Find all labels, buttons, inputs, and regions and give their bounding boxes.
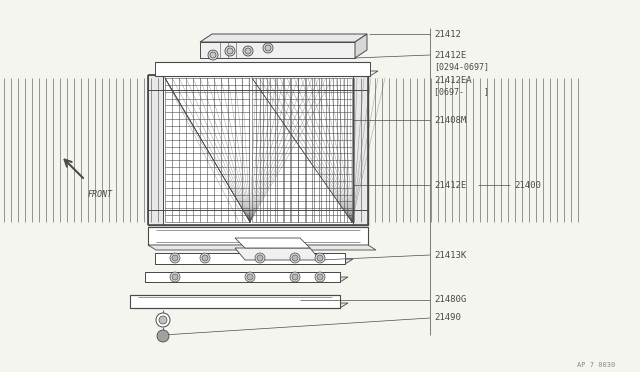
Circle shape <box>317 274 323 280</box>
Circle shape <box>202 255 208 261</box>
Polygon shape <box>130 303 348 308</box>
Polygon shape <box>355 34 367 58</box>
Circle shape <box>225 46 235 56</box>
Circle shape <box>159 316 167 324</box>
Circle shape <box>170 272 180 282</box>
Text: 21412EA: 21412EA <box>434 76 472 84</box>
Polygon shape <box>353 75 368 225</box>
Circle shape <box>317 255 323 261</box>
Circle shape <box>210 52 216 58</box>
Polygon shape <box>145 277 348 282</box>
Circle shape <box>265 45 271 51</box>
Polygon shape <box>148 75 368 225</box>
Polygon shape <box>155 62 370 76</box>
Circle shape <box>247 274 253 280</box>
Polygon shape <box>148 227 368 245</box>
Text: 21490: 21490 <box>434 314 461 323</box>
Circle shape <box>245 272 255 282</box>
Text: 21480G: 21480G <box>434 295 467 305</box>
Polygon shape <box>200 34 367 42</box>
Polygon shape <box>130 295 340 308</box>
Circle shape <box>290 272 300 282</box>
Circle shape <box>257 255 263 261</box>
Circle shape <box>290 253 300 263</box>
Polygon shape <box>200 42 355 58</box>
Polygon shape <box>235 248 320 260</box>
Circle shape <box>243 46 253 56</box>
Circle shape <box>157 330 169 342</box>
Text: [0294-0697]: [0294-0697] <box>434 62 489 71</box>
Polygon shape <box>155 71 378 76</box>
Circle shape <box>315 272 325 282</box>
Circle shape <box>292 274 298 280</box>
Polygon shape <box>155 253 345 264</box>
Circle shape <box>208 50 218 60</box>
Circle shape <box>315 253 325 263</box>
Circle shape <box>156 313 170 327</box>
Circle shape <box>172 274 178 280</box>
Polygon shape <box>155 259 353 264</box>
Polygon shape <box>148 245 376 250</box>
Text: 21408M: 21408M <box>434 115 467 125</box>
Circle shape <box>292 255 298 261</box>
Text: [0697-    ]: [0697- ] <box>434 87 489 96</box>
Polygon shape <box>148 75 163 225</box>
Text: AP 7 0030: AP 7 0030 <box>577 362 615 368</box>
Circle shape <box>172 255 178 261</box>
Polygon shape <box>235 238 310 248</box>
Text: 21412: 21412 <box>434 29 461 38</box>
Circle shape <box>255 253 265 263</box>
Polygon shape <box>145 272 340 282</box>
Circle shape <box>227 48 233 54</box>
Circle shape <box>170 253 180 263</box>
Text: 21412E: 21412E <box>434 51 467 60</box>
Circle shape <box>263 43 273 53</box>
Text: FRONT: FRONT <box>88 189 113 199</box>
Circle shape <box>245 48 251 54</box>
Text: 21400: 21400 <box>514 180 541 189</box>
Circle shape <box>200 253 210 263</box>
Text: 21413K: 21413K <box>434 250 467 260</box>
Text: 21412E: 21412E <box>434 180 467 189</box>
